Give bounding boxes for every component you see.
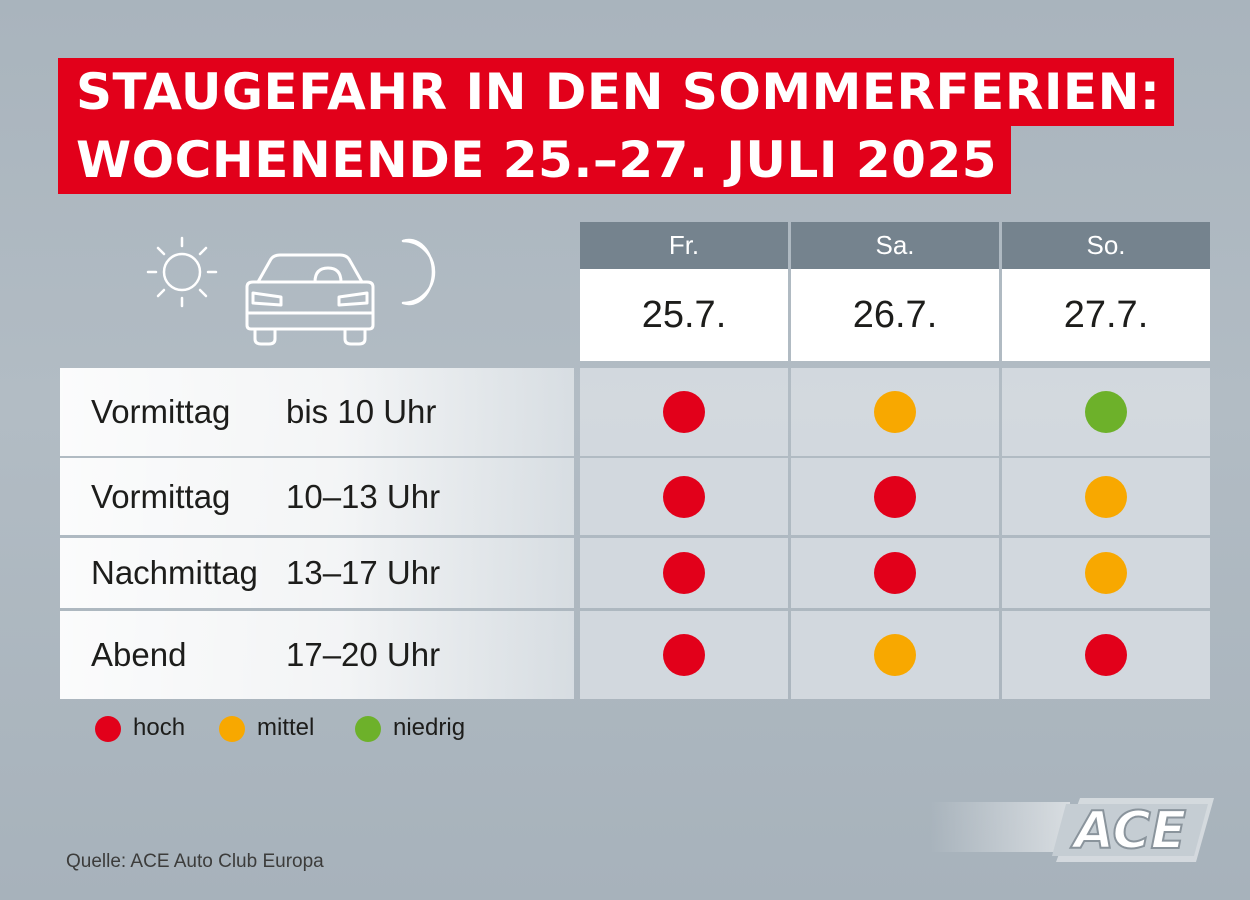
row-daypart: Vormittag (91, 393, 231, 430)
legend-label-niedrig: niedrig (393, 714, 466, 741)
row-timespan: 13–17 Uhr (286, 554, 441, 591)
ace-logo: ACE (930, 798, 1214, 862)
rating-dot-hoch (663, 634, 705, 676)
rating-dot-hoch (663, 475, 705, 518)
rating-cell (1002, 611, 1210, 699)
date-cell-sa: 26.7. (791, 269, 999, 361)
date-cell-so: 27.7. (1002, 269, 1210, 361)
title-line-1: STAUGEFAHR IN DEN SOMMERFERIEN: (58, 58, 1175, 126)
sun-icon (146, 236, 218, 308)
day-header-so: So. (1002, 222, 1210, 269)
logo-text: ACE (1070, 801, 1186, 861)
row-timespan: 17–20 Uhr (286, 636, 441, 673)
rating-cell (791, 368, 999, 456)
legend-dot-hoch (95, 716, 121, 742)
day-night-icons (146, 236, 436, 346)
row-timespan: 10–13 Uhr (286, 477, 441, 515)
day-header-sa: Sa. (791, 222, 999, 269)
legend-dot-niedrig (355, 716, 381, 742)
rating-cell (580, 458, 788, 535)
row-label-3: Nachmittag 13–17 Uhr (60, 538, 574, 608)
rating-dot-hoch (874, 552, 916, 594)
row-label-1: Vormittag bis 10 Uhr (60, 368, 574, 456)
rating-dot-hoch (1085, 634, 1127, 676)
rating-cell (580, 538, 788, 608)
rating-dot-hoch (663, 391, 705, 433)
legend-dot-mittel (219, 716, 245, 742)
rating-dot-mittel (1085, 552, 1127, 594)
row-daypart: Vormittag (91, 477, 231, 515)
rating-dot-hoch (874, 475, 916, 518)
rating-dot-mittel (1085, 475, 1127, 518)
row-label-2: Vormittag 10–13 Uhr (60, 458, 574, 535)
rating-cell (1002, 538, 1210, 608)
rating-cell (791, 611, 999, 699)
rating-cell (1002, 368, 1210, 456)
date-cell-fr: 25.7. (580, 269, 788, 361)
row-label-4: Abend 17–20 Uhr (60, 611, 574, 699)
legend-label-hoch: hoch (133, 714, 186, 741)
rating-cell (791, 458, 999, 535)
day-header-fr: Fr. (580, 222, 788, 269)
legend-label-mittel: mittel (257, 714, 315, 741)
row-daypart: Nachmittag (91, 554, 258, 591)
row-timespan: bis 10 Uhr (286, 393, 437, 430)
row-daypart: Abend (91, 636, 187, 673)
rating-dot-hoch (663, 552, 705, 594)
source-note: Quelle: ACE Auto Club Europa (66, 851, 324, 872)
rating-cell (580, 368, 788, 456)
title-line-2: WOCHENENDE 25.–27. JULI 2025 (58, 126, 1012, 194)
rating-dot-mittel (874, 634, 916, 676)
rating-dot-niedrig (1085, 391, 1127, 433)
car-icon (245, 253, 375, 346)
rating-cell (580, 611, 788, 699)
rating-cell (1002, 458, 1210, 535)
rating-dot-mittel (874, 391, 916, 433)
moon-icon (401, 238, 436, 306)
rating-cell (791, 538, 999, 608)
